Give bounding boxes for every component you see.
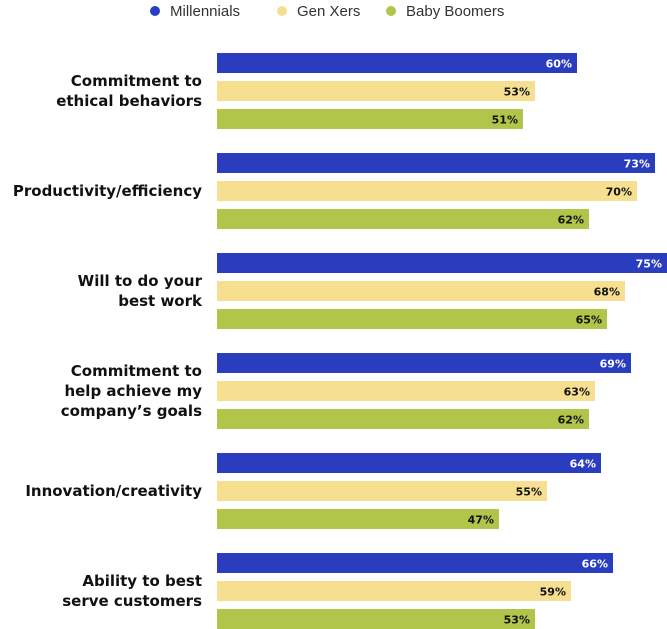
legend-item-baby-boomers: Baby Boomers [386,1,504,21]
legend: Millennials Gen Xers Baby Boomers [0,0,667,22]
bar-millennials [217,553,613,573]
data-label: 63% [564,386,590,399]
bar-gen-xers [217,181,637,201]
data-label: 68% [594,286,620,299]
bar-baby-boomers [217,109,523,129]
data-label: 70% [606,186,632,199]
data-label: 47% [468,514,494,527]
category-label-line: Productivity/efficiency [13,182,202,200]
category-label: Commitment to help achieve my company’s go… [61,362,202,420]
category-label-line: company’s goals [61,402,202,420]
bar-baby-boomers [217,409,589,429]
category-label-line: Will to do your [78,272,203,290]
bar-millennials [217,253,667,273]
legend-label: Gen Xers [297,2,361,20]
data-label: 51% [492,114,518,127]
legend-swatch [150,6,160,16]
category-label-line: ethical behaviors [56,92,202,110]
category-label: Commitment to ethical behaviors [56,72,202,110]
bar-millennials [217,153,655,173]
category-label-line: serve customers [62,592,202,610]
bar-millennials [217,353,631,373]
bar-gen-xers [217,381,595,401]
category-label: Innovation/creativity [25,482,202,500]
legend-label: Baby Boomers [406,2,505,20]
legend-item-millennials: Millennials [150,1,240,21]
category-label: Productivity/efficiency [13,182,202,200]
data-label: 62% [558,414,584,427]
bar-baby-boomers [217,509,499,529]
data-label: 55% [516,486,542,499]
category-label: Ability to best serve customers [62,572,202,610]
bar-gen-xers [217,81,535,101]
data-label: 53% [504,614,530,627]
data-label: 60% [546,58,572,71]
data-label: 69% [600,358,626,371]
bar-gen-xers [217,481,547,501]
data-label: 62% [558,214,584,227]
bar-gen-xers [217,581,571,601]
bar-baby-boomers [217,309,607,329]
legend-swatch [386,6,396,16]
legend-swatch [277,6,287,16]
category-label-line: help achieve my [64,382,202,400]
data-label: 53% [504,86,530,99]
category-label-line: Ability to best [82,572,202,590]
category-label-line: best work [118,292,203,310]
data-label: 64% [570,458,596,471]
category-label-line: Commitment to [71,72,202,90]
data-label: 73% [624,158,650,171]
category-label: Will to do your best work [78,272,203,310]
category-label-line: Innovation/creativity [25,482,202,500]
category-label-line: Commitment to [71,362,202,380]
data-label: 59% [540,586,566,599]
legend-label: Millennials [170,2,241,20]
bar-baby-boomers [217,209,589,229]
data-label: 65% [576,314,602,327]
data-label: 75% [636,258,662,271]
bar-millennials [217,53,577,73]
legend-item-gen-xers: Gen Xers [277,1,360,21]
bar-millennials [217,453,601,473]
bar-baby-boomers [217,609,535,629]
bar-gen-xers [217,281,625,301]
data-label: 66% [582,558,608,571]
